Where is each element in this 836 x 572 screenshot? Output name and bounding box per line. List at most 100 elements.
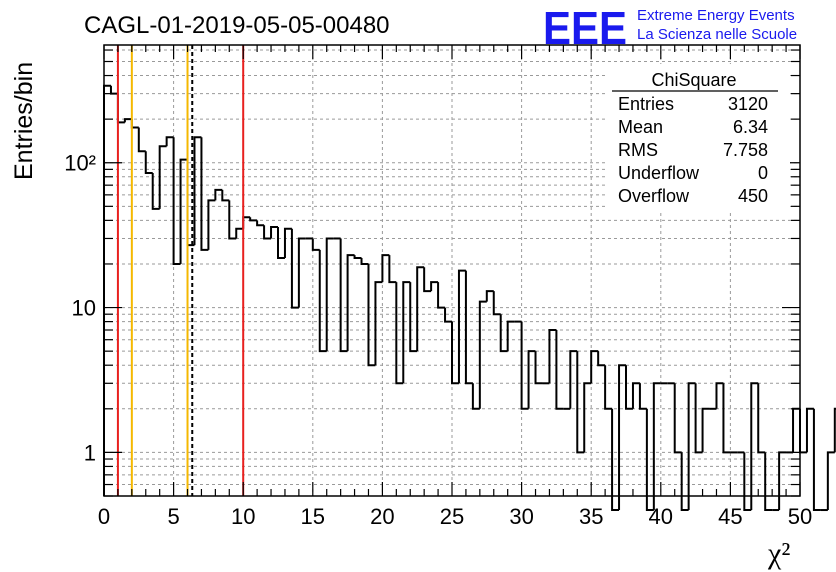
histogram-bin [715,382,724,409]
y-tick-label: 10² [64,151,96,176]
histogram-bin [437,282,446,309]
histogram-bin [451,321,459,385]
histogram-bin [680,452,689,512]
histogram-bin [256,220,265,227]
histogram-bin [151,172,160,210]
histogram-bin [200,137,209,251]
histogram-bin [764,452,773,512]
x-tick-label: 45 [718,504,742,529]
histogram-bin [325,237,334,352]
histogram-bin [381,254,390,283]
histogram-bin [193,136,202,246]
histogram-bin [625,365,633,410]
histogram-bin [158,145,167,209]
histogram-bin [631,382,640,409]
stats-box: ChiSquare Entries 3120 Mean 6.34 RMS 7.7… [608,64,790,212]
histogram-bin [297,237,306,308]
histogram-bin [527,350,536,409]
histogram-bin [506,320,515,352]
stats-row: Overflow 450 [618,186,768,206]
histogram-bin [270,225,278,239]
stats-label: RMS [618,140,658,160]
histogram-bin [583,382,592,453]
histogram-bin [471,383,480,410]
histogram-bin [360,257,369,265]
stats-box-background [608,64,790,212]
histogram-bin [214,188,223,201]
stats-row: Underflow 0 [618,163,768,183]
logo-line1: Extreme Energy Events [637,7,795,24]
marker-lines [116,45,245,496]
histogram-bin [812,408,821,512]
axis-ticks: 0 5 10 15 20 25 30 35 40 45 50 1 10 10² [64,45,812,529]
stats-title: ChiSquare [651,70,736,90]
histogram-bin [555,330,564,410]
histogram-bin [395,282,404,385]
stats-value: 3120 [728,94,768,114]
histogram-bin [339,238,348,353]
histogram-bin [534,351,543,385]
y-axis-label: Entries/bin [10,62,38,180]
histogram-bin [618,364,626,511]
x-tick-label: 20 [370,504,394,529]
stats-value: 450 [738,186,768,206]
histogram-bin [137,127,146,153]
x-tick-label: 15 [301,504,325,529]
histogram-bin [374,281,383,366]
histogram-bin [283,227,292,258]
histogram-bin [444,307,452,323]
logo-mark: EEE [543,2,627,54]
histogram-bin [430,281,439,292]
histogram-bin [722,383,731,454]
histogram-bin [597,351,606,367]
histogram-bin [499,314,508,353]
histogram-bin [249,217,258,222]
x-tick-label: 40 [649,504,673,529]
histogram-bin [207,199,216,250]
x-tick-label: 30 [509,504,533,529]
histogram-bin [318,249,327,353]
histogram-bin [409,282,418,353]
histogram-bin [346,254,355,352]
stats-row: Entries 3120 [618,94,768,114]
histogram-bin [604,365,613,410]
histogram-bin [757,383,766,454]
histogram-bin [548,329,557,384]
y-tick-label: 1 [84,440,96,465]
histogram-bin [144,151,153,174]
histogram-bin [485,290,494,302]
histogram-bin [645,408,654,512]
histogram-bin [652,382,661,511]
histogram-bin [750,382,759,511]
stats-value: 6.34 [733,117,768,137]
histogram-bin [520,321,529,410]
stats-label: Mean [618,117,663,137]
histogram-bin [638,383,647,410]
histogram-bin [388,255,397,284]
x-tick-label: 25 [440,504,464,529]
histogram-bin [478,300,487,409]
stats-row: RMS 7.758 [618,140,768,160]
x-tick-label: 50 [788,504,812,529]
histogram-bin [103,84,111,496]
stats-label: Underflow [618,163,700,183]
histogram-bin [673,383,682,454]
histogram-bin [235,227,244,239]
histogram-bin [123,118,132,123]
histogram-bin [402,281,411,384]
histogram-bin [416,266,425,352]
stats-row: Mean 6.34 [618,117,768,137]
histogram-bin [464,270,473,385]
histogram-bin [792,407,800,453]
histogram-bin [228,200,237,240]
x-axis-label: χ² [767,537,790,570]
run-title: CAGL-01-2019-05-05-00480 [84,12,390,39]
x-tick-label: 0 [98,504,110,529]
histogram-bin [799,408,807,454]
x-tick-label: 5 [167,504,179,529]
histogram-bin [611,408,620,512]
histogram-bin [263,225,272,240]
histogram-bin [186,159,195,247]
histogram-bin [179,158,188,264]
